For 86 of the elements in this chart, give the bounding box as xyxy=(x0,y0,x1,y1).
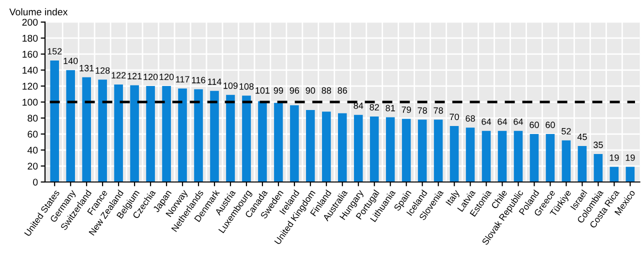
data-label: 121 xyxy=(128,72,142,80)
bar xyxy=(226,94,235,182)
data-label: 60 xyxy=(530,122,539,128)
bar xyxy=(418,120,427,182)
data-label: 68 xyxy=(466,115,475,122)
bar xyxy=(482,130,491,182)
y-tick-label: 0 xyxy=(33,178,38,186)
data-label: 88 xyxy=(322,87,332,94)
data-label: 82 xyxy=(370,104,379,110)
bar xyxy=(338,113,347,182)
bar xyxy=(130,85,139,182)
data-label: 64 xyxy=(498,118,508,125)
bar xyxy=(466,128,475,182)
data-label: 78 xyxy=(434,107,443,114)
bar xyxy=(82,77,91,182)
y-tick-label: 120 xyxy=(22,82,38,90)
data-label: 19 xyxy=(610,154,619,161)
data-label: 35 xyxy=(594,142,603,148)
bar xyxy=(114,84,123,182)
data-label: 128 xyxy=(96,67,110,74)
bar xyxy=(626,166,635,182)
data-label: 117 xyxy=(176,76,190,82)
bar xyxy=(546,134,555,182)
data-label: 109 xyxy=(224,82,238,89)
y-tick-label: 140 xyxy=(22,66,38,74)
y-tick-label: 20 xyxy=(28,162,38,170)
data-label: 64 xyxy=(514,118,524,125)
bar xyxy=(386,117,395,182)
data-label: 79 xyxy=(402,106,411,113)
data-label: 152 xyxy=(48,48,62,55)
data-label: 45 xyxy=(577,134,587,140)
bar xyxy=(210,90,219,182)
bar xyxy=(66,70,75,182)
y-tick-label: 160 xyxy=(22,50,38,58)
bar xyxy=(578,146,587,182)
data-label: 84 xyxy=(354,102,364,109)
data-label: 122 xyxy=(112,72,126,78)
y-tick-label: 200 xyxy=(22,18,38,26)
bar xyxy=(434,120,443,182)
y-axis-title: Volume index xyxy=(9,8,68,16)
bar xyxy=(514,130,523,182)
data-label: 116 xyxy=(192,76,206,84)
bar xyxy=(402,118,411,182)
y-tick-label: 180 xyxy=(22,34,38,42)
bar xyxy=(370,116,379,182)
data-label: 19 xyxy=(626,154,635,161)
bar xyxy=(306,110,315,182)
data-label: 70 xyxy=(450,114,459,120)
data-label: 52 xyxy=(562,128,571,134)
data-label: 90 xyxy=(306,87,316,94)
bar xyxy=(562,140,571,182)
data-label: 60 xyxy=(546,122,555,128)
y-tick-label: 80 xyxy=(28,114,38,122)
bar xyxy=(194,89,203,182)
data-label: 114 xyxy=(208,78,222,85)
bar xyxy=(610,166,619,182)
bar xyxy=(530,134,539,182)
data-label: 101 xyxy=(256,87,270,94)
bar xyxy=(178,88,187,182)
data-label: 131 xyxy=(80,64,94,72)
data-label: 120 xyxy=(160,74,174,80)
bar xyxy=(258,101,267,182)
bar xyxy=(594,154,603,182)
data-label: 81 xyxy=(386,104,395,112)
data-label: 108 xyxy=(240,83,254,90)
data-label: 78 xyxy=(418,107,427,114)
data-label: 64 xyxy=(482,118,492,125)
y-tick-label: 100 xyxy=(22,98,38,106)
y-tick-label: 40 xyxy=(27,146,38,154)
bar xyxy=(98,80,107,182)
bar xyxy=(322,112,331,182)
data-label: 86 xyxy=(338,87,348,94)
data-label: 120 xyxy=(144,74,158,80)
bar xyxy=(50,60,59,182)
bar xyxy=(162,86,171,182)
y-tick-label: 60 xyxy=(28,130,38,138)
bar xyxy=(242,96,251,182)
bar xyxy=(354,114,363,182)
data-label: 99 xyxy=(274,87,284,94)
bar xyxy=(498,130,507,182)
data-label: 140 xyxy=(64,58,78,64)
data-label: 96 xyxy=(290,87,300,94)
bar xyxy=(146,86,155,182)
bar xyxy=(290,105,299,182)
bar xyxy=(450,126,459,182)
bar xyxy=(274,102,283,182)
